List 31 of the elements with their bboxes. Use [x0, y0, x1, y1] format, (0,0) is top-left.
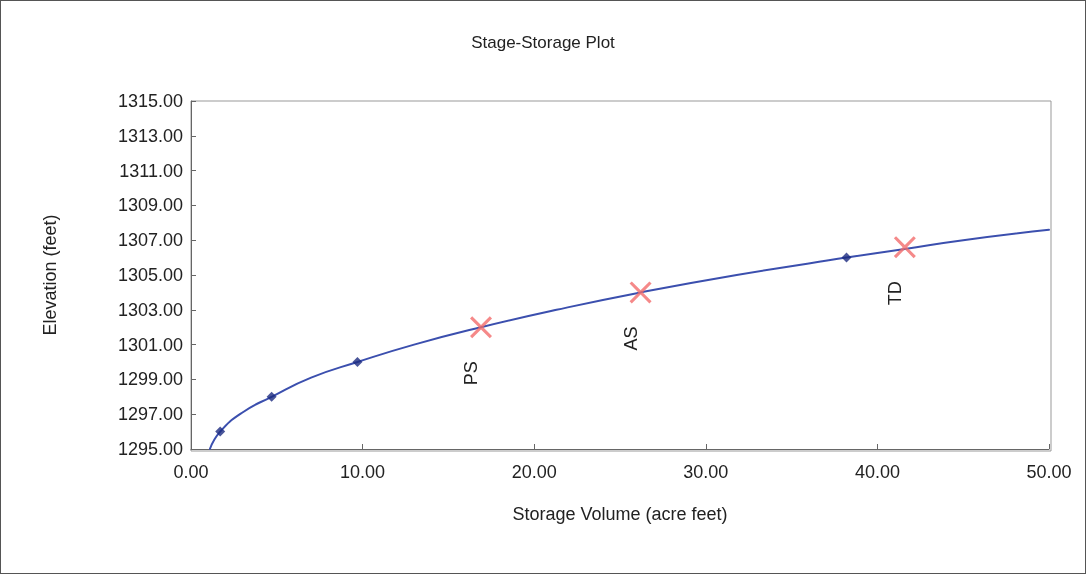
point: [470, 316, 492, 339]
chart-title: Stage-Storage Plot: [471, 33, 616, 52]
y-tick-label: 1295.00: [117, 439, 183, 459]
x-tick-label: 30.00: [683, 462, 729, 482]
y-tick-label: 1315.00: [117, 91, 183, 111]
x-tick-label: 50.00: [1026, 462, 1072, 482]
line-series: [208, 228, 1050, 450]
y-tick-label: 1305.00: [117, 265, 183, 285]
annotation: PS: [461, 361, 481, 386]
point: [215, 426, 226, 437]
y-tick-label: 1301.00: [117, 334, 183, 355]
annotation: TD: [884, 281, 905, 306]
x-tick-label: 10.00: [340, 462, 386, 482]
point: [266, 391, 277, 402]
x-axis-title: Storage Volume (acre feet): [512, 504, 728, 524]
x-tick-label: 0.00: [173, 462, 209, 482]
point: [352, 357, 363, 367]
y-tick-label: 1311.00: [119, 160, 183, 181]
y-tick-label: 1309.00: [117, 195, 183, 216]
point: [893, 236, 916, 259]
y-tick-label: 1313.00: [117, 125, 183, 146]
y-tick-label: 1307.00: [117, 230, 183, 251]
point: [629, 281, 652, 304]
x-tick-label: 40.00: [854, 462, 900, 482]
y-axis-title: Elevation (feet): [40, 214, 60, 336]
annotation: AS: [620, 326, 641, 351]
y-tick-label: 1299.00: [117, 369, 183, 390]
x-tick-label: 20.00: [511, 462, 557, 482]
y-tick-label: 1297.00: [117, 404, 183, 425]
point: [841, 252, 852, 263]
y-tick-label: 1303.00: [117, 299, 183, 320]
